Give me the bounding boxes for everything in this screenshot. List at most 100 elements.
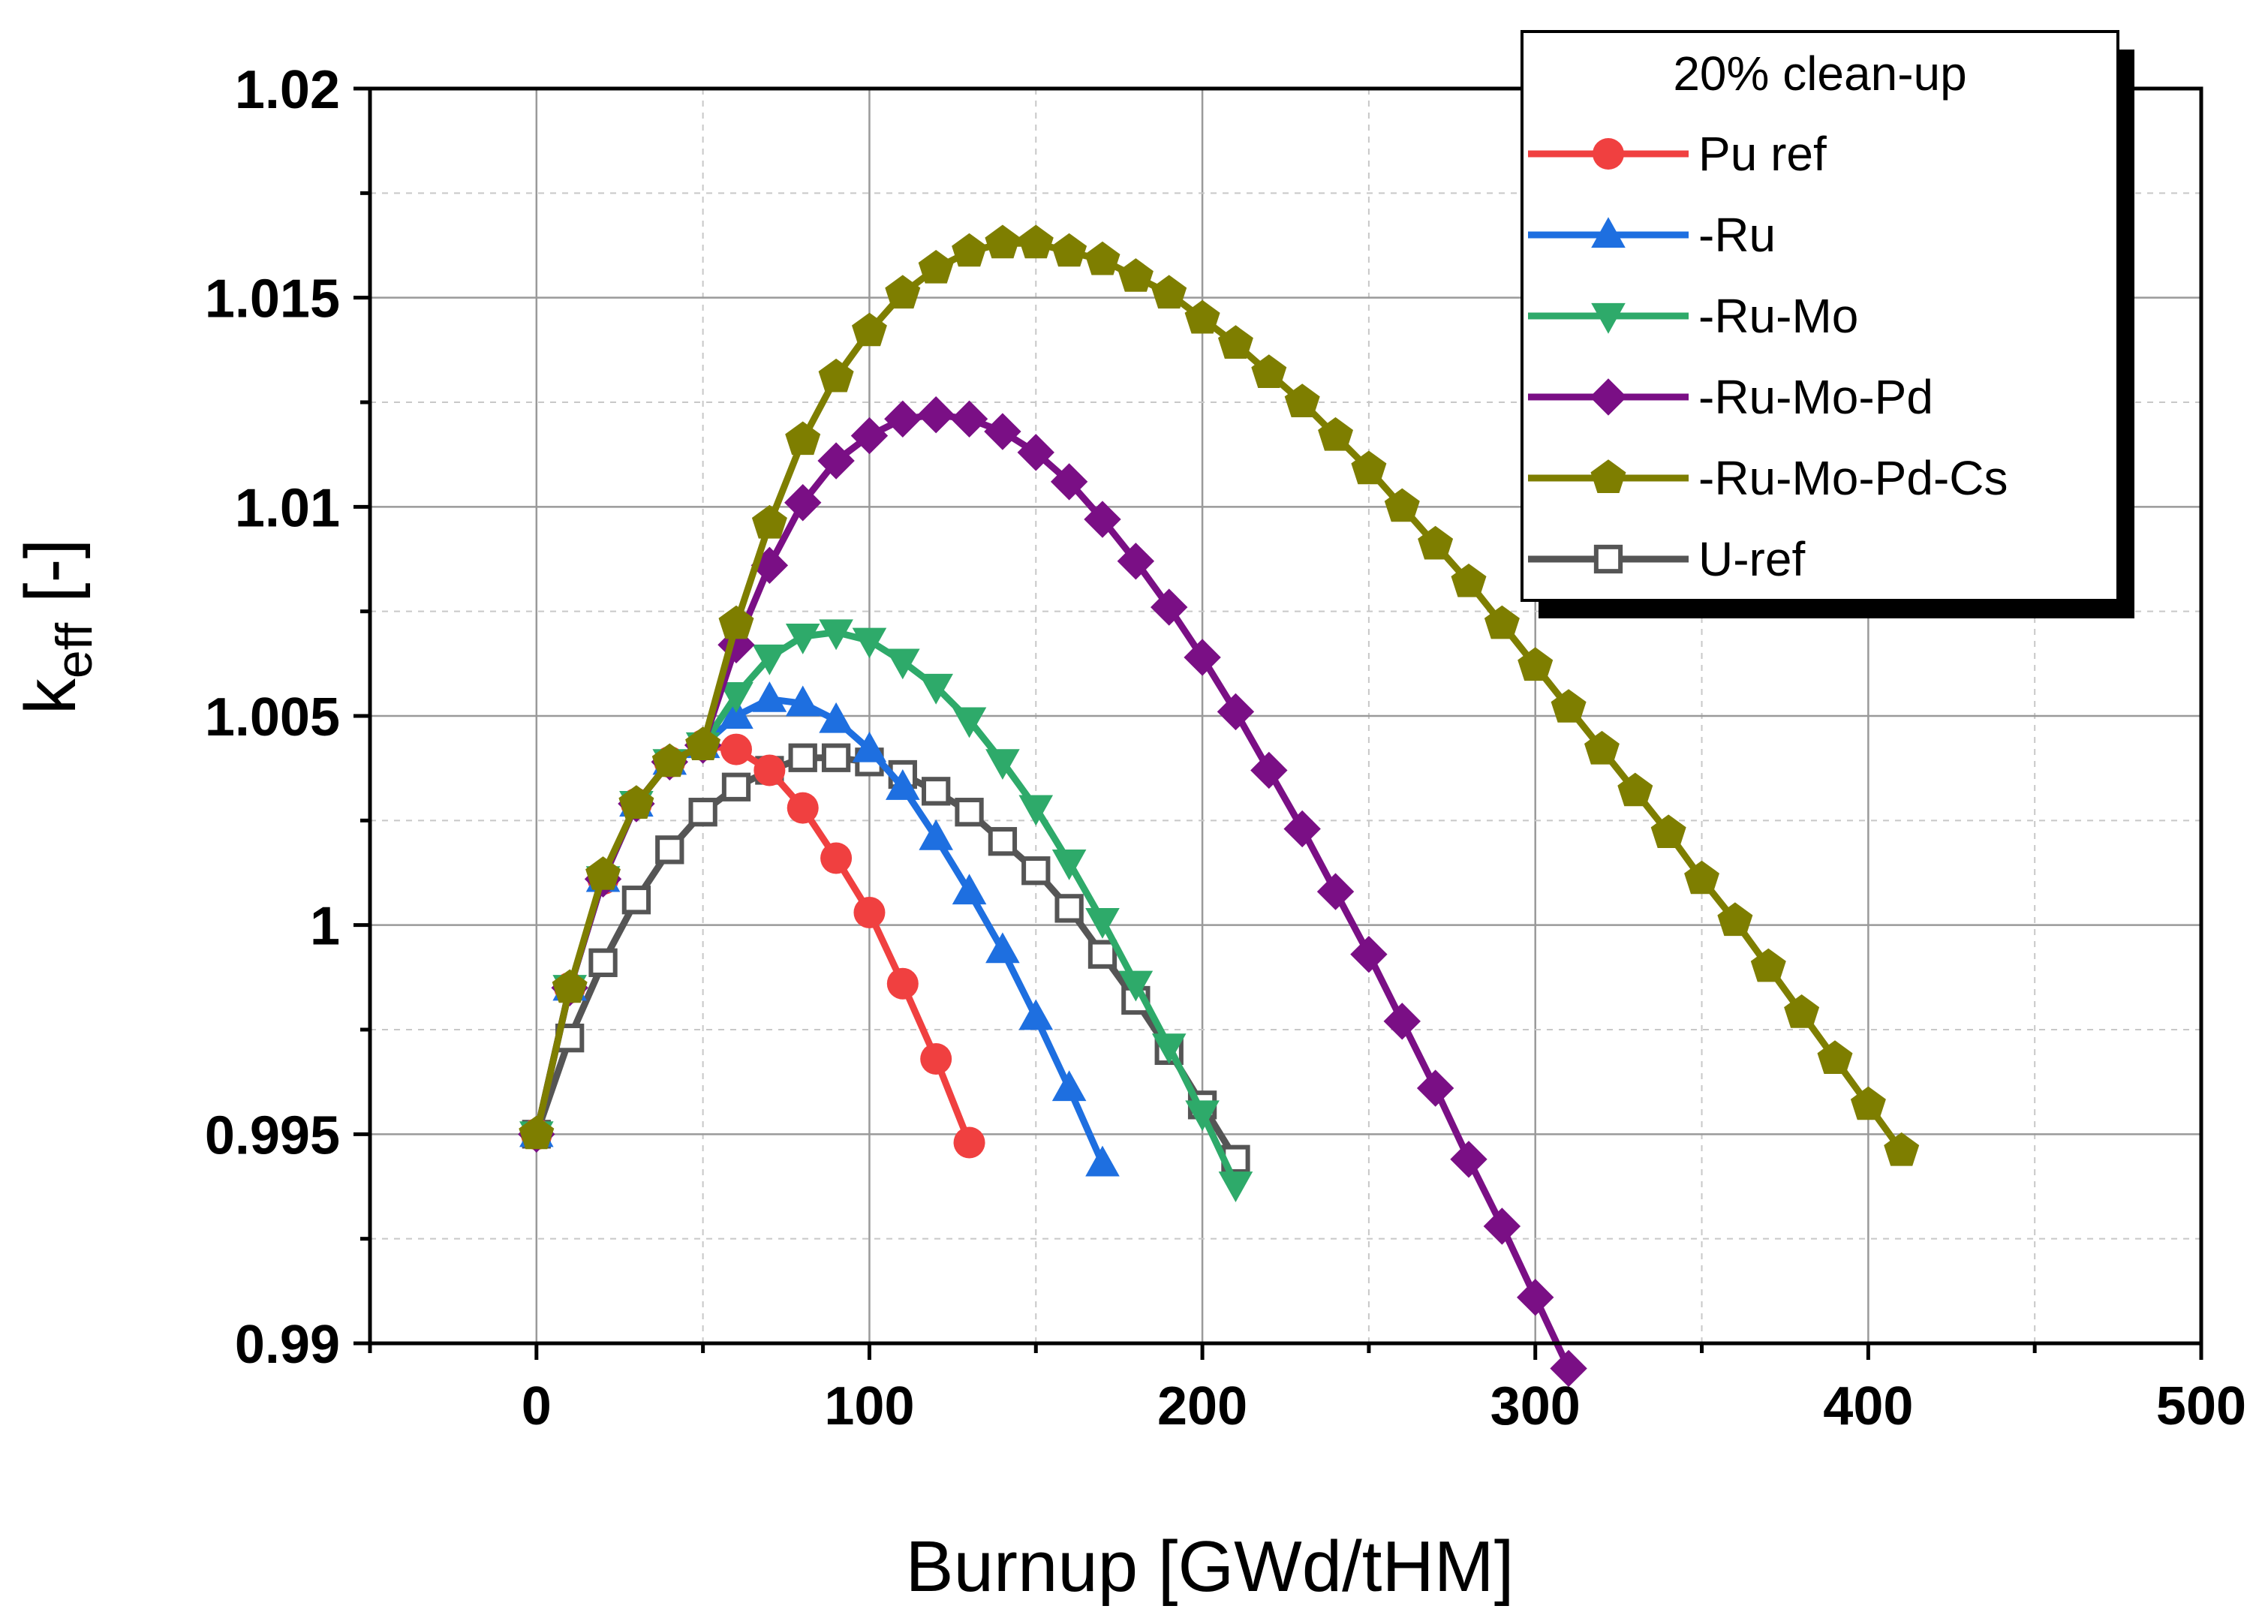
x-tick-label: 200 — [1157, 1376, 1247, 1436]
data-point — [753, 754, 786, 786]
data-point — [1218, 1171, 1253, 1202]
data-point — [621, 886, 651, 915]
data-point — [886, 768, 920, 800]
data-point — [1850, 1086, 1886, 1120]
x-tick-label: 400 — [1823, 1376, 1913, 1436]
data-point — [1051, 849, 1087, 880]
data-point — [785, 421, 821, 456]
data-point — [1051, 1070, 1087, 1102]
data-point — [1518, 647, 1554, 681]
data-point — [1551, 689, 1587, 723]
data-point — [819, 702, 853, 733]
data-point — [950, 400, 988, 438]
data-point — [1550, 1349, 1587, 1388]
data-point — [1018, 999, 1054, 1030]
data-point — [852, 627, 887, 659]
y-axis-title-subscript: eff — [46, 623, 103, 678]
x-tick-label: 300 — [1490, 1376, 1581, 1436]
data-point — [785, 624, 820, 654]
data-point — [1151, 588, 1188, 626]
y-tick-label: 0.99 — [235, 1315, 340, 1375]
data-point — [885, 275, 921, 309]
data-point — [1483, 1207, 1521, 1245]
data-point — [1085, 1145, 1120, 1177]
data-point — [1085, 907, 1120, 939]
data-point — [719, 698, 753, 729]
data-point — [1185, 1100, 1220, 1132]
data-point — [985, 932, 1020, 964]
data-point — [1717, 902, 1753, 937]
data-point — [1517, 1278, 1554, 1316]
data-point — [1251, 354, 1287, 388]
data-point — [853, 896, 886, 928]
data-point — [1217, 693, 1255, 731]
data-point — [1018, 224, 1054, 259]
data-point — [618, 785, 654, 819]
data-point — [1184, 639, 1221, 676]
legend-swatch-marker — [1591, 302, 1626, 334]
legend-label: -Ru-Mo-Pd — [1698, 370, 1933, 424]
data-point — [918, 250, 954, 284]
data-point — [920, 1043, 952, 1075]
data-point — [952, 874, 987, 905]
data-point — [1018, 795, 1054, 826]
data-point — [852, 731, 887, 762]
data-point — [1084, 241, 1120, 275]
data-point — [1051, 233, 1087, 267]
y-tick-label: 1.015 — [205, 269, 340, 329]
data-point — [585, 856, 621, 890]
y-tick-label: 1.02 — [235, 60, 340, 120]
x-tick-label: 500 — [2156, 1376, 2246, 1436]
x-tick-label: 0 — [522, 1376, 552, 1436]
data-point — [988, 827, 1018, 856]
x-tick-label: 100 — [824, 1376, 914, 1436]
data-point — [719, 682, 753, 713]
data-point — [1283, 810, 1321, 848]
legend-entry: -Ru-Mo-Pd-Cs — [1528, 451, 2008, 505]
legend-entries: Pu ref -Ru -Ru-Mo -Ru-Mo-Pd -Ru-Mo-Pd-Cs U-re… — [1528, 127, 2008, 586]
tick-labels: 0 100 200 300 400 500 0.99 0.995 1 1.005 1.01 1.015… — [205, 60, 2246, 1436]
data-point — [1017, 434, 1054, 471]
data-point — [651, 743, 687, 777]
data-point — [1050, 463, 1088, 501]
data-point — [1817, 1040, 1853, 1074]
y-tick-label: 0.995 — [205, 1105, 340, 1165]
data-point — [850, 417, 889, 455]
data-point — [821, 743, 851, 772]
data-point — [818, 358, 854, 392]
data-point — [784, 484, 822, 522]
data-point — [1117, 258, 1154, 292]
data-point — [1151, 1033, 1187, 1065]
data-point — [922, 777, 951, 806]
legend-label: -Ru — [1698, 208, 1776, 262]
data-point — [751, 504, 787, 539]
data-point — [721, 772, 751, 801]
data-point — [919, 819, 953, 850]
data-point — [1351, 450, 1387, 485]
data-point — [1084, 501, 1121, 538]
data-point — [787, 792, 819, 824]
data-point — [1318, 417, 1353, 451]
legend: 20% clean-up Pu ref -Ru -Ru-Mo -Ru-Mo-Pd -Ru… — [1521, 30, 2134, 618]
data-point — [817, 442, 855, 480]
data-point — [1250, 751, 1288, 789]
data-point — [1584, 730, 1620, 765]
data-point — [952, 707, 987, 738]
data-point — [884, 400, 922, 438]
data-point — [1418, 525, 1454, 560]
data-point — [1451, 564, 1487, 597]
data-point — [655, 835, 684, 865]
legend-entry: -Ru — [1528, 208, 1776, 262]
data-point — [917, 396, 955, 434]
data-point — [1650, 814, 1686, 848]
axis-ticks — [353, 86, 2203, 1360]
data-point — [1383, 1003, 1421, 1040]
data-point — [688, 798, 717, 827]
data-point — [1416, 1069, 1454, 1107]
data-point — [1384, 488, 1420, 522]
data-point — [820, 842, 853, 874]
y-tick-label: 1 — [310, 897, 340, 957]
legend-entry: U-ref — [1528, 532, 1805, 586]
data-point — [1784, 994, 1820, 1028]
data-point — [1184, 299, 1220, 334]
